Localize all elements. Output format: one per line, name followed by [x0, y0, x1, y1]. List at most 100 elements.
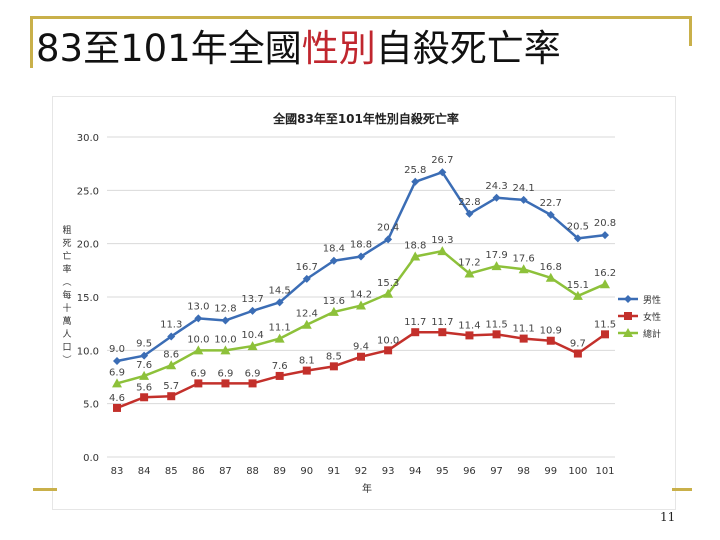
data-point — [492, 193, 501, 202]
data-label: 6.9 — [109, 367, 125, 378]
frame-left-rule — [30, 16, 33, 68]
y-axis-label-char: 人 — [62, 329, 71, 340]
series-line — [116, 249, 606, 385]
data-point — [437, 246, 448, 256]
data-label: 11.3 — [160, 319, 182, 330]
data-label: 12.8 — [214, 303, 236, 314]
x-tick-label: 92 — [355, 466, 368, 477]
y-axis-label-char: 死 — [62, 238, 71, 249]
data-point — [464, 268, 475, 278]
data-label: 16.7 — [296, 262, 318, 273]
legend-label: 女性 — [643, 311, 661, 323]
page-number: 11 — [660, 510, 676, 524]
suicide-rate-line-chart: 全國83年至101年性別自殺死亡率 0.0 5.0 10.0 15.0 20.0 25.0… — [62, 111, 661, 495]
x-tick-label: 96 — [463, 466, 476, 477]
x-tick-label: 95 — [436, 466, 449, 477]
x-tick-label: 99 — [544, 466, 557, 477]
data-label: 20.5 — [567, 221, 589, 232]
data-point — [329, 256, 338, 265]
chart-data-labels: 9.0 9.5 11.3 13.0 12.8 13.7 14.5 16.7 18.4 18.8 20… — [109, 155, 616, 404]
data-point — [384, 235, 393, 244]
data-label: 7.6 — [136, 360, 152, 371]
data-label: 14.5 — [269, 285, 291, 296]
data-point — [357, 252, 365, 261]
data-label: 14.2 — [350, 290, 372, 301]
x-tick-label: 91 — [328, 466, 341, 477]
data-label: 22.8 — [458, 197, 480, 208]
data-point — [491, 261, 502, 271]
y-axis-label-char: 亡 — [62, 250, 71, 262]
data-label: 11.7 — [404, 317, 426, 328]
data-point — [140, 351, 149, 360]
y-tick-label: 20.0 — [77, 240, 99, 251]
chart-container: 全國83年至101年性別自殺死亡率 0.0 5.0 10.0 15.0 20.0 25.0… — [52, 96, 676, 510]
footer-rule-right — [672, 488, 692, 491]
data-point — [546, 210, 555, 219]
data-label: 11.1 — [513, 324, 535, 335]
footer-rule-left — [33, 488, 57, 491]
data-point — [113, 357, 121, 365]
data-label: 10.0 — [377, 335, 399, 346]
data-point — [438, 168, 447, 177]
data-label: 11.7 — [431, 317, 453, 328]
x-tick-label: 88 — [246, 466, 259, 477]
data-point — [357, 352, 365, 361]
data-label: 11.5 — [594, 319, 616, 330]
data-label: 6.9 — [217, 368, 233, 379]
y-tick-label: 30.0 — [77, 133, 99, 144]
data-point — [601, 231, 609, 240]
legend-marker — [624, 312, 632, 320]
data-point — [302, 366, 311, 375]
x-axis-label: 年 — [362, 482, 372, 495]
data-point — [301, 319, 312, 329]
x-tick-label: 90 — [300, 466, 313, 477]
data-label: 20.8 — [594, 218, 616, 229]
y-tick-label: 25.0 — [77, 186, 99, 197]
data-point — [465, 331, 474, 340]
data-point — [167, 392, 176, 401]
data-label: 9.5 — [136, 339, 152, 350]
y-axis-label-char: 率 — [62, 263, 71, 275]
data-label: 17.2 — [458, 258, 480, 269]
x-tick-label: 100 — [568, 466, 587, 477]
data-point — [573, 234, 582, 243]
x-tick-label: 101 — [595, 466, 614, 477]
data-point — [140, 393, 149, 402]
data-label: 10.4 — [241, 330, 263, 341]
data-point — [221, 316, 230, 325]
data-point — [465, 209, 474, 218]
data-label: 8.5 — [326, 351, 342, 362]
x-tick-label: 93 — [382, 466, 395, 477]
data-label: 16.8 — [540, 262, 562, 273]
chart-title: 全國83年至101年性別自殺死亡率 — [272, 111, 459, 126]
y-axis-label-char: 萬 — [62, 315, 71, 327]
y-axis-label-char: 粗 — [62, 224, 71, 236]
data-point — [194, 314, 203, 323]
y-tick-label: 0.0 — [83, 453, 99, 464]
data-point — [248, 306, 257, 315]
slide-title-part2: 自殺死亡率 — [375, 27, 561, 70]
data-point — [410, 251, 421, 261]
data-label: 10.0 — [187, 334, 209, 345]
data-label: 16.2 — [594, 268, 616, 279]
data-point — [113, 403, 121, 412]
data-point — [573, 349, 582, 358]
data-label: 19.3 — [431, 235, 453, 246]
legend-label: 男性 — [643, 294, 661, 306]
data-label: 5.7 — [163, 381, 179, 392]
y-tick-label: 10.0 — [77, 346, 99, 357]
data-label: 4.6 — [109, 393, 125, 404]
data-label: 22.7 — [540, 198, 562, 209]
data-label: 18.4 — [323, 244, 345, 255]
frame-right-rule — [689, 16, 692, 46]
data-label: 8.1 — [299, 356, 315, 367]
data-label: 5.6 — [136, 382, 152, 393]
data-label: 17.9 — [485, 250, 507, 261]
x-tick-label: 87 — [219, 466, 232, 477]
x-tick-label: 83 — [111, 466, 124, 477]
data-label: 8.6 — [163, 349, 179, 360]
data-label: 20.4 — [377, 222, 399, 233]
data-label: 17.6 — [513, 253, 535, 264]
legend-marker — [623, 328, 633, 337]
